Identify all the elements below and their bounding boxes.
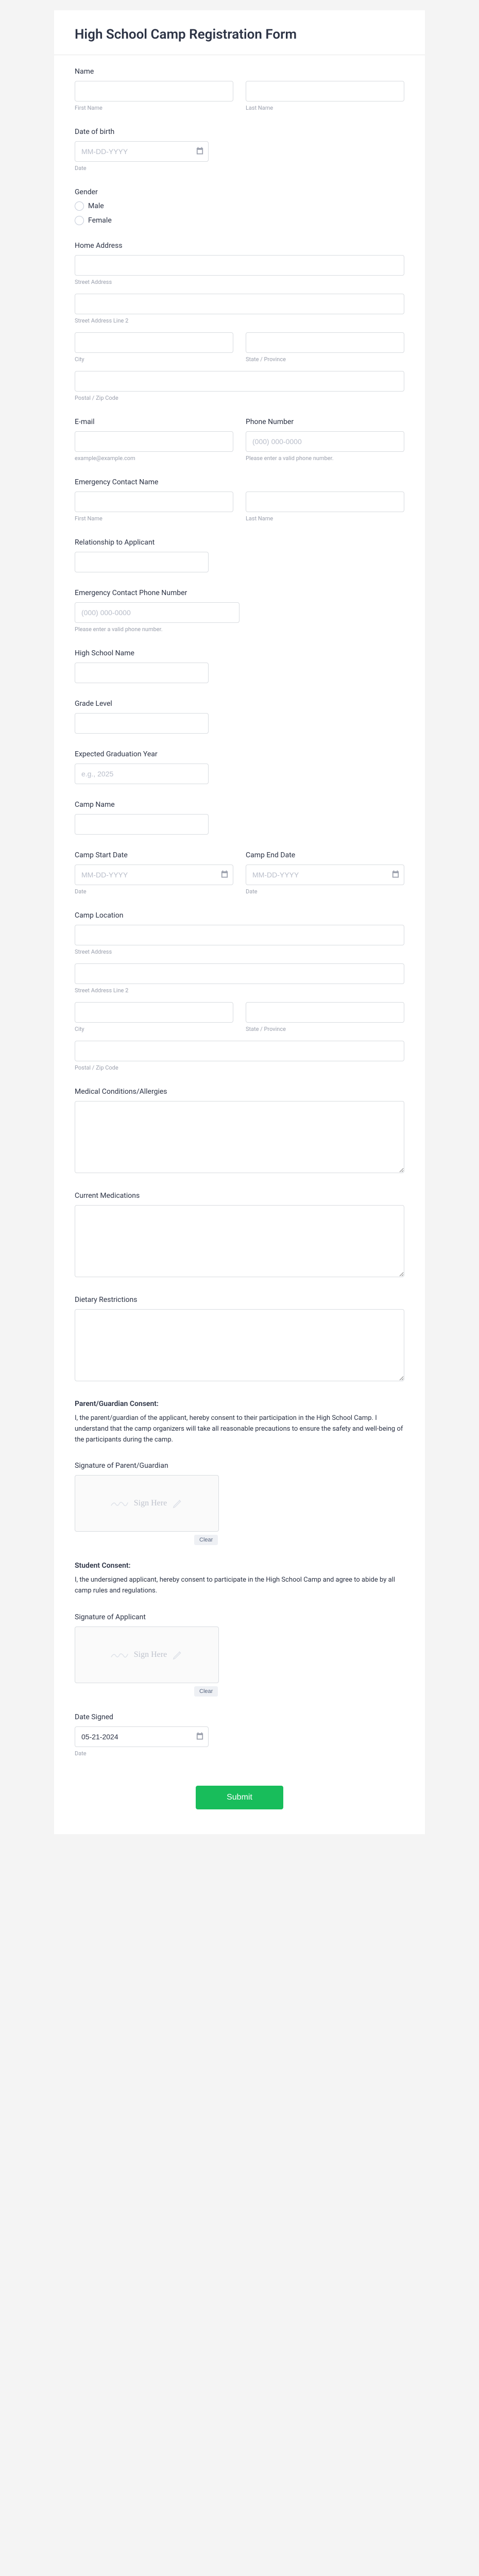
radio-icon bbox=[75, 201, 84, 211]
first-name-input[interactable] bbox=[75, 81, 233, 101]
camp-street2-sublabel: Street Address Line 2 bbox=[75, 987, 404, 994]
date-signed-input[interactable] bbox=[75, 1726, 209, 1747]
camp-zip-sublabel: Postal / Zip Code bbox=[75, 1064, 404, 1071]
medical-textarea[interactable] bbox=[75, 1101, 404, 1173]
street2-sublabel: Street Address Line 2 bbox=[75, 317, 404, 324]
gender-female-option[interactable]: Female bbox=[75, 216, 404, 225]
dob-sublabel: Date bbox=[75, 165, 404, 172]
applicant-sig-clear-button[interactable]: Clear bbox=[194, 1686, 218, 1697]
parent-sig-label: Signature of Parent/Guardian bbox=[75, 1462, 404, 1470]
scribble-icon bbox=[110, 1650, 129, 1660]
camp-name-input[interactable] bbox=[75, 814, 209, 835]
hs-name-input[interactable] bbox=[75, 663, 209, 683]
street-address-2-input[interactable] bbox=[75, 294, 404, 314]
applicant-signature-pad[interactable]: Sign Here bbox=[75, 1626, 219, 1683]
camp-street-sublabel: Street Address bbox=[75, 948, 404, 955]
dietary-label: Dietary Restrictions bbox=[75, 1296, 404, 1304]
phone-label: Phone Number bbox=[246, 418, 404, 426]
state-sublabel: State / Province bbox=[246, 356, 404, 363]
date-signed-label: Date Signed bbox=[75, 1713, 404, 1721]
state-input[interactable] bbox=[246, 332, 404, 353]
submit-button[interactable]: Submit bbox=[196, 1786, 283, 1809]
phone-input[interactable] bbox=[246, 431, 404, 452]
form-title: High School Camp Registration Form bbox=[75, 27, 404, 42]
gender-male-label: Male bbox=[88, 202, 104, 210]
parent-signature-pad[interactable]: Sign Here bbox=[75, 1475, 219, 1532]
camp-start-sublabel: Date bbox=[75, 888, 233, 895]
parent-consent-label: Parent/Guardian Consent: bbox=[75, 1400, 404, 1408]
zip-sublabel: Postal / Zip Code bbox=[75, 395, 404, 401]
camp-end-input[interactable] bbox=[246, 865, 404, 885]
emergency-name-label: Emergency Contact Name bbox=[75, 478, 404, 486]
emergency-last-sublabel: Last Name bbox=[246, 515, 404, 522]
dob-label: Date of birth bbox=[75, 128, 404, 136]
grad-year-input[interactable] bbox=[75, 764, 209, 784]
camp-start-input[interactable] bbox=[75, 865, 233, 885]
relationship-label: Relationship to Applicant bbox=[75, 538, 404, 547]
grade-input[interactable] bbox=[75, 713, 209, 734]
city-input[interactable] bbox=[75, 332, 233, 353]
city-sublabel: City bbox=[75, 356, 233, 363]
last-name-input[interactable] bbox=[246, 81, 404, 101]
name-label: Name bbox=[75, 67, 404, 76]
medical-label: Medical Conditions/Allergies bbox=[75, 1088, 404, 1096]
camp-location-label: Camp Location bbox=[75, 911, 404, 920]
sign-here-text: Sign Here bbox=[134, 1650, 167, 1659]
first-name-sublabel: First Name bbox=[75, 105, 233, 111]
sign-here-text: Sign Here bbox=[134, 1499, 167, 1508]
medications-textarea[interactable] bbox=[75, 1205, 404, 1277]
zip-input[interactable] bbox=[75, 371, 404, 392]
parent-sig-clear-button[interactable]: Clear bbox=[194, 1535, 218, 1545]
gender-label: Gender bbox=[75, 188, 404, 196]
emergency-first-name-input[interactable] bbox=[75, 492, 233, 512]
email-input[interactable] bbox=[75, 431, 233, 452]
camp-start-label: Camp Start Date bbox=[75, 851, 233, 859]
pen-icon bbox=[172, 1498, 183, 1509]
phone-sublabel: Please enter a valid phone number. bbox=[246, 455, 404, 462]
email-sublabel: example@example.com bbox=[75, 455, 233, 462]
scribble-icon bbox=[110, 1498, 129, 1509]
email-label: E-mail bbox=[75, 418, 233, 426]
camp-street2-input[interactable] bbox=[75, 963, 404, 984]
camp-zip-input[interactable] bbox=[75, 1041, 404, 1061]
student-consent-label: Student Consent: bbox=[75, 1562, 404, 1570]
camp-name-label: Camp Name bbox=[75, 801, 404, 809]
camp-city-input[interactable] bbox=[75, 1002, 233, 1023]
camp-end-label: Camp End Date bbox=[246, 851, 404, 859]
emergency-last-name-input[interactable] bbox=[246, 492, 404, 512]
date-signed-sublabel: Date bbox=[75, 1750, 404, 1757]
dietary-textarea[interactable] bbox=[75, 1309, 404, 1381]
gender-male-option[interactable]: Male bbox=[75, 201, 404, 211]
camp-state-input[interactable] bbox=[246, 1002, 404, 1023]
form-header: High School Camp Registration Form bbox=[54, 10, 425, 55]
street-address-input[interactable] bbox=[75, 255, 404, 276]
camp-city-sublabel: City bbox=[75, 1026, 233, 1032]
relationship-input[interactable] bbox=[75, 552, 209, 572]
emergency-phone-sublabel: Please enter a valid phone number. bbox=[75, 626, 404, 633]
hs-name-label: High School Name bbox=[75, 649, 404, 657]
camp-state-sublabel: State / Province bbox=[246, 1026, 404, 1032]
parent-consent-text: I, the parent/guardian of the applicant,… bbox=[75, 1413, 404, 1445]
emergency-phone-label: Emergency Contact Phone Number bbox=[75, 589, 404, 597]
student-consent-text: I, the undersigned applicant, hereby con… bbox=[75, 1575, 404, 1597]
emergency-first-sublabel: First Name bbox=[75, 515, 233, 522]
camp-street-input[interactable] bbox=[75, 925, 404, 945]
camp-end-sublabel: Date bbox=[246, 888, 404, 895]
grade-label: Grade Level bbox=[75, 700, 404, 708]
last-name-sublabel: Last Name bbox=[246, 105, 404, 111]
radio-icon bbox=[75, 216, 84, 225]
home-address-label: Home Address bbox=[75, 242, 404, 250]
grad-year-label: Expected Graduation Year bbox=[75, 750, 404, 758]
dob-input[interactable] bbox=[75, 141, 209, 162]
medications-label: Current Medications bbox=[75, 1192, 404, 1200]
emergency-phone-input[interactable] bbox=[75, 602, 239, 623]
pen-icon bbox=[172, 1649, 183, 1660]
gender-female-label: Female bbox=[88, 216, 112, 225]
applicant-sig-label: Signature of Applicant bbox=[75, 1613, 404, 1621]
street-sublabel: Street Address bbox=[75, 279, 404, 285]
